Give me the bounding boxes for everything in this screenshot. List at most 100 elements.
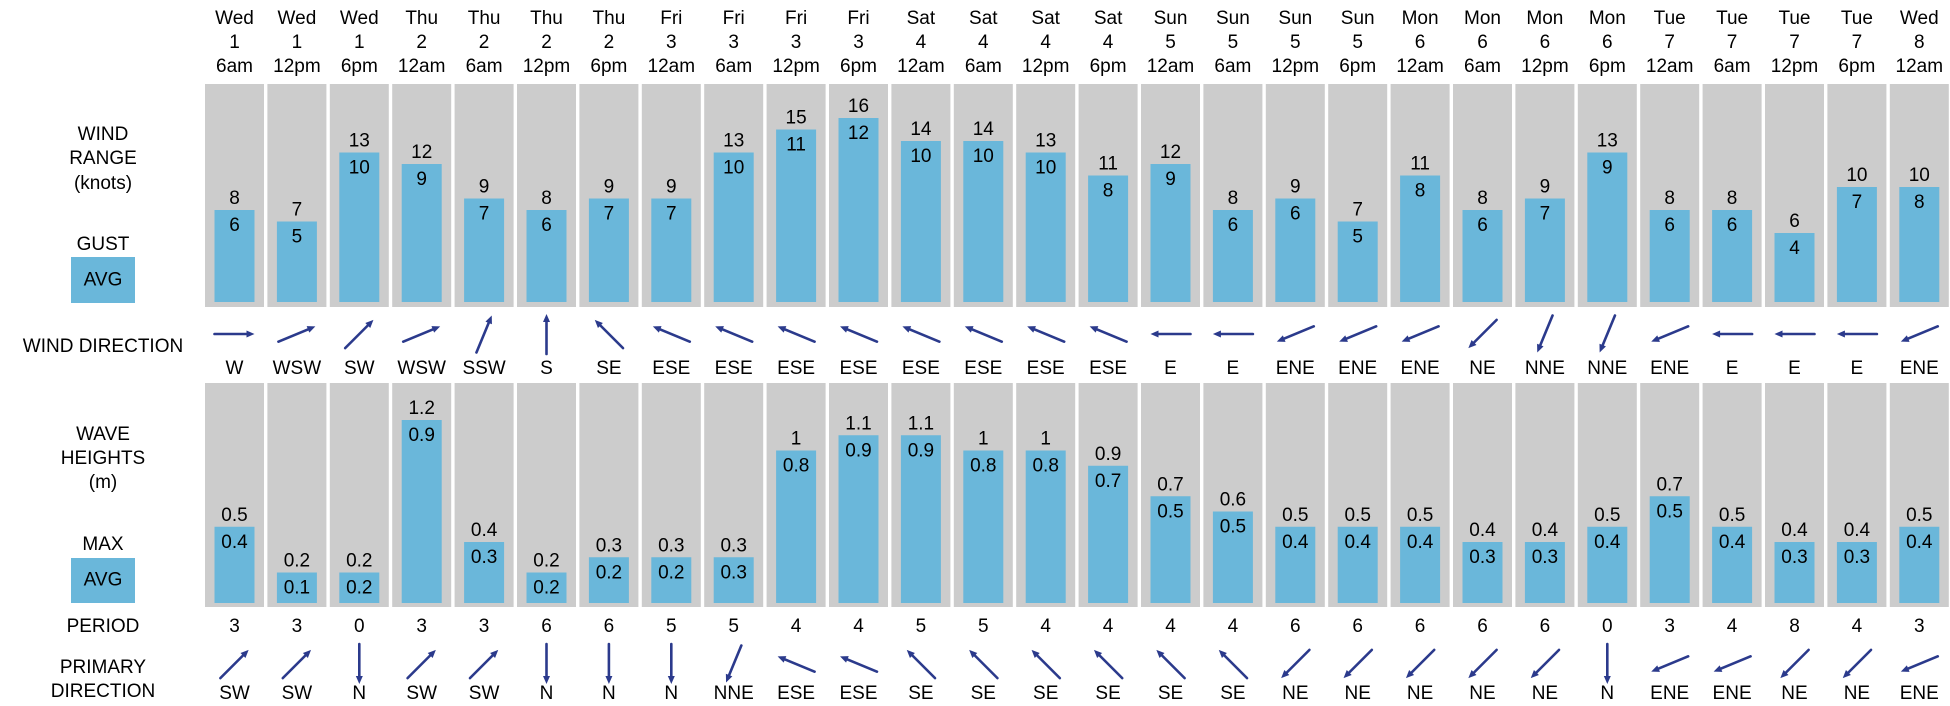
wind-direction-value: W (226, 358, 244, 379)
wave-max-value: 0.2 (346, 551, 372, 572)
column-time-label: 6pm (1339, 56, 1376, 77)
column-day-label: Mon (1526, 8, 1563, 29)
arrow-head (725, 673, 733, 683)
wave-max-label: MAX (82, 534, 124, 555)
primary-direction-arrow (1713, 655, 1752, 672)
wind-direction-arrow (1651, 325, 1690, 342)
arrow-head (1603, 676, 1611, 684)
period-label: PERIOD (67, 616, 140, 637)
wind-avg-value: 9 (1602, 158, 1613, 179)
wave-bar (214, 526, 255, 603)
column-date-label: 5 (1228, 32, 1239, 53)
primary-direction-value: NE (1781, 683, 1807, 704)
primary-direction-value: SE (1220, 683, 1245, 704)
arrow-head (1276, 335, 1286, 342)
arrow-head (1156, 649, 1165, 658)
wind-avg-value: 7 (666, 204, 677, 225)
wind-direction-arrow (1089, 326, 1128, 343)
wind-direction-value: ENE (1401, 358, 1440, 379)
primary-direction-arrow (1093, 649, 1124, 680)
wind-bar (838, 118, 879, 302)
arrow-head (1713, 665, 1723, 672)
wave-bar (1088, 465, 1129, 603)
columns: Wed 1 6am 8 6 W 0.5 0.4 3 SW Wed 1 12pm 7 5 WSW 0.2 0.1 3 S… (205, 8, 1949, 704)
wave-max-value: 1 (978, 429, 989, 450)
arrow-head (906, 649, 915, 658)
column-date-label: 2 (416, 32, 427, 53)
primary-direction-value: ENE (1713, 683, 1752, 704)
column-time-label: 6am (1714, 56, 1751, 77)
wave-max-value: 0.5 (1407, 505, 1433, 526)
wind-bar (900, 141, 941, 302)
period-value: 6 (1352, 616, 1363, 637)
column-date-label: 4 (978, 32, 989, 53)
wave-max-value: 0.2 (533, 551, 559, 572)
wind-gust-value: 8 (229, 188, 240, 209)
wave-avg-value: 0.9 (908, 440, 934, 461)
column-date-label: 4 (1103, 32, 1114, 53)
wind-bar (776, 129, 817, 302)
column-time-label: 12pm (273, 56, 321, 77)
wind-direction-arrow (594, 319, 625, 350)
wind-avg-value: 6 (1290, 204, 1301, 225)
wave-max-value: 0.5 (221, 505, 247, 526)
column-date-label: 5 (1290, 32, 1301, 53)
period-value: 4 (853, 616, 864, 637)
arrow-shaft (1407, 325, 1440, 340)
arrow-head (543, 314, 550, 322)
wind-direction-arrow (1212, 330, 1255, 338)
wave-heights-label-line1: WAVE (76, 424, 130, 445)
column-time-label: 12am (1147, 56, 1195, 77)
primary-direction-arrow (1900, 655, 1940, 672)
arrow-shaft (1095, 328, 1128, 343)
wave-avg-label: AVG (84, 570, 123, 591)
wind-avg-value: 6 (1228, 215, 1239, 236)
wave-max-value: 0.3 (658, 535, 684, 556)
primary-direction-arrow (667, 642, 675, 684)
wave-bar (1524, 542, 1565, 603)
primary-direction-value: N (1600, 683, 1614, 704)
wind-gust-value: 9 (604, 177, 615, 198)
arrow-head (1468, 670, 1477, 679)
primary-direction-value: NE (1344, 683, 1370, 704)
wave-bar (651, 557, 692, 603)
wind-bar (1712, 210, 1753, 302)
wind-direction-value: ESE (1089, 358, 1127, 379)
wave-bar (1400, 526, 1441, 603)
arrow-head (1281, 670, 1290, 679)
wind-avg-value: 6 (229, 215, 240, 236)
period-value: 3 (1914, 616, 1925, 637)
wind-direction-value: SSW (462, 358, 505, 379)
primary-direction-value: SW (219, 683, 250, 704)
arrow-head (1537, 343, 1544, 353)
wave-bar (963, 450, 1004, 603)
column-date-label: 2 (479, 32, 490, 53)
wind-gust-value: 9 (1290, 177, 1301, 198)
wind-direction-value: ENE (1650, 358, 1689, 379)
arrow-head (652, 326, 662, 333)
wind-direction-arrow (1339, 325, 1378, 342)
column-time-label: 12pm (772, 56, 820, 77)
wind-avg-value: 7 (604, 204, 615, 225)
wind-direction-value: ESE (715, 358, 753, 379)
primary-direction-value: N (352, 683, 366, 704)
arrow-shaft (1906, 325, 1940, 340)
wind-avg-value: 4 (1789, 238, 1800, 259)
wind-avg-value: 5 (1352, 227, 1363, 248)
period-value: 3 (1664, 616, 1675, 637)
wave-avg-value: 0.2 (596, 562, 622, 583)
column-date-label: 4 (1040, 32, 1051, 53)
arrow-shaft (846, 328, 879, 343)
wave-bar (1712, 526, 1753, 603)
wind-direction-arrow (1027, 326, 1066, 343)
wind-bar (339, 152, 380, 302)
arrow-shaft (475, 321, 490, 354)
wind-direction-arrow (543, 314, 550, 356)
primary-direction-label-line1: PRIMARY (60, 657, 147, 678)
wind-direction-arrow (777, 326, 816, 343)
wave-avg-value: 0.5 (1157, 501, 1183, 522)
wind-direction-arrow (964, 326, 1004, 343)
primary-direction-value: N (540, 683, 554, 704)
wave-bar (339, 572, 380, 603)
wind-gust-value: 16 (848, 96, 869, 117)
